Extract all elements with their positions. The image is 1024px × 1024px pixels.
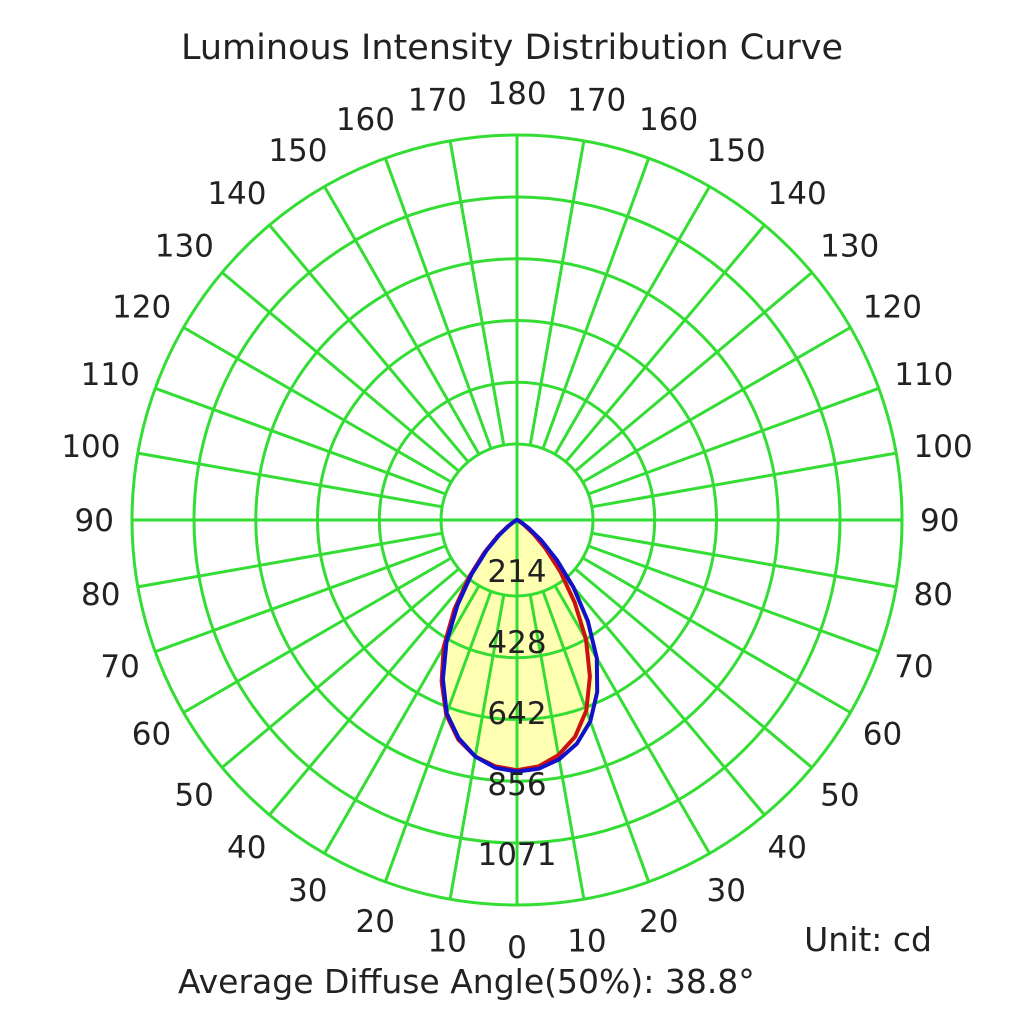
grid-spoke	[541, 157, 651, 450]
beam-angle-label: Average Diffuse Angle(50%): 38.8°	[178, 962, 755, 1001]
angle-tick-right: 110	[894, 357, 953, 393]
series-curve-1	[440, 518, 600, 774]
angle-tick-right: 140	[768, 176, 827, 212]
grid-spoke	[154, 544, 447, 654]
angle-tick-left: 50	[174, 778, 213, 814]
angle-tick-left: 110	[81, 357, 140, 393]
angle-tick-right: 150	[707, 133, 766, 169]
grid-spoke	[528, 140, 586, 446]
angle-tick-right: 40	[768, 830, 807, 866]
grid-spoke	[182, 326, 452, 484]
radial-tick-label: 428	[487, 625, 546, 661]
angle-tick-left: 100	[61, 429, 120, 465]
grid-spoke	[553, 585, 711, 855]
grid-spoke	[528, 594, 586, 900]
angle-tick-left: 80	[81, 577, 120, 613]
grid-spoke	[221, 271, 460, 473]
angle-tick-right: 30	[707, 873, 746, 909]
grid-spoke	[591, 451, 897, 509]
radial-tick-label: 856	[487, 767, 546, 803]
angle-tick-right: 10	[567, 924, 606, 960]
grid-spoke	[182, 556, 452, 714]
angle-tick-right: 100	[914, 429, 973, 465]
angle-tick-right: 90	[920, 503, 959, 539]
grid-spoke	[221, 567, 460, 769]
angle-tick-left: 40	[227, 830, 266, 866]
grid-spoke	[541, 590, 651, 883]
grid-spoke	[574, 271, 813, 473]
angle-tick-right: 80	[914, 577, 953, 613]
radial-tick-label: 1071	[478, 837, 557, 873]
angle-tick-right: 160	[639, 102, 698, 138]
angle-tick-left: 150	[268, 133, 327, 169]
angle-tick-left: 0	[507, 930, 527, 966]
unit-label: Unit: cd	[804, 920, 932, 959]
grid-spoke	[383, 157, 493, 450]
grid-spoke	[323, 585, 481, 855]
grid-spoke	[323, 185, 481, 455]
angle-tick-right: 130	[820, 229, 879, 265]
grid-spoke	[553, 185, 711, 455]
grid-spoke	[564, 577, 766, 816]
angle-tick-left: 10	[427, 924, 466, 960]
angle-tick-right: 50	[820, 778, 859, 814]
grid-spoke	[587, 544, 880, 654]
chart-title: Luminous Intensity Distribution Curve	[180, 28, 844, 68]
angle-tick-left: 70	[100, 649, 139, 685]
grid-spoke	[137, 451, 443, 509]
angle-tick-right: 70	[894, 649, 933, 685]
grid-spoke	[383, 590, 493, 883]
angle-tick-right: 60	[863, 717, 902, 753]
series-layer	[439, 518, 600, 774]
angle-tick-left: 60	[132, 717, 171, 753]
grid-spoke	[448, 140, 506, 446]
grid-spoke	[591, 531, 897, 589]
angle-tick-left: 120	[112, 290, 171, 326]
angle-tick-right: 170	[567, 83, 626, 119]
radial-tick-label: 642	[487, 696, 546, 732]
angle-tick-left: 180	[487, 76, 546, 112]
grid-spoke	[137, 531, 443, 589]
angle-tick-left: 20	[356, 904, 395, 940]
angle-tick-right: 120	[863, 290, 922, 326]
grid-spoke	[268, 577, 470, 816]
angle-tick-left: 90	[75, 503, 114, 539]
polar-grid	[130, 133, 904, 907]
radial-tick-label: 214	[487, 554, 546, 590]
grid-spoke	[448, 594, 506, 900]
grid-spoke	[587, 386, 880, 496]
grid-spoke	[582, 326, 852, 484]
grid-spoke	[574, 567, 813, 769]
angle-tick-left: 160	[336, 102, 395, 138]
grid-spoke	[154, 386, 447, 496]
label-layer: 2144286428561071010203040506070809010011…	[61, 76, 972, 966]
grid-spoke	[564, 224, 766, 463]
angle-tick-left: 130	[155, 229, 214, 265]
angle-tick-left: 30	[288, 873, 327, 909]
grid-spoke	[582, 556, 852, 714]
angle-tick-left: 140	[207, 176, 266, 212]
angle-tick-right: 20	[639, 904, 678, 940]
grid-spoke	[268, 224, 470, 463]
angle-tick-left: 170	[408, 83, 467, 119]
